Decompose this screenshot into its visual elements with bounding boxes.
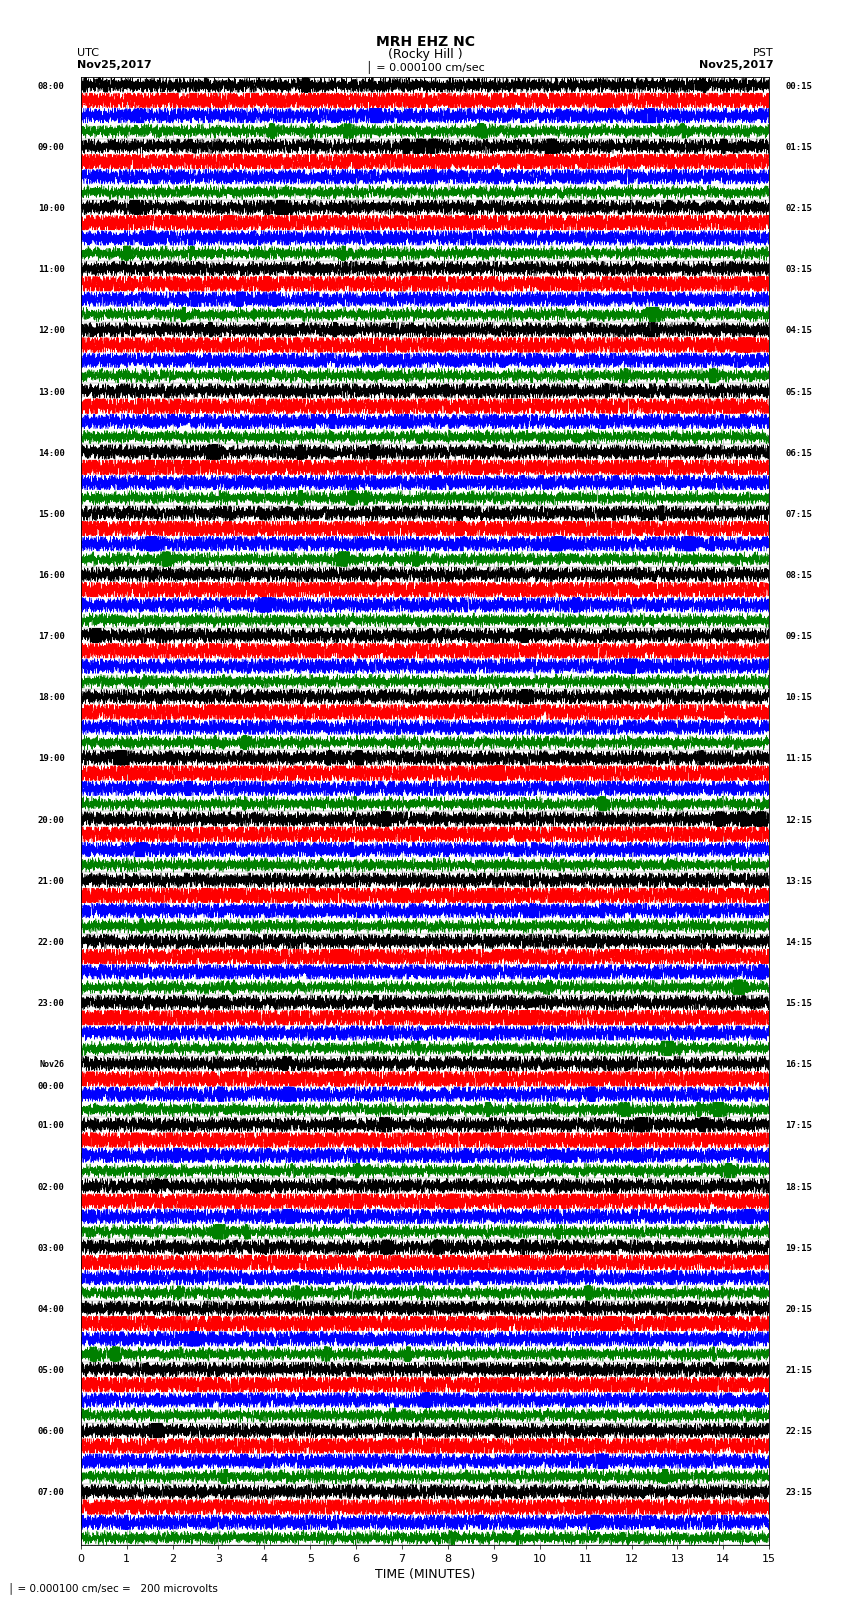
Text: MRH EHZ NC: MRH EHZ NC	[376, 35, 474, 48]
Text: 04:00: 04:00	[37, 1305, 65, 1315]
Text: 12:15: 12:15	[785, 816, 813, 824]
Text: 05:00: 05:00	[37, 1366, 65, 1374]
Text: 22:15: 22:15	[785, 1428, 813, 1436]
Text: 16:00: 16:00	[37, 571, 65, 581]
Text: 01:00: 01:00	[37, 1121, 65, 1131]
Text: Nov26: Nov26	[40, 1060, 65, 1069]
Text: 13:15: 13:15	[785, 877, 813, 886]
Text: 13:00: 13:00	[37, 387, 65, 397]
Text: 05:15: 05:15	[785, 387, 813, 397]
Text: 22:00: 22:00	[37, 937, 65, 947]
Text: 18:15: 18:15	[785, 1182, 813, 1192]
Text: 03:00: 03:00	[37, 1244, 65, 1253]
Text: 23:15: 23:15	[785, 1489, 813, 1497]
Text: 02:00: 02:00	[37, 1182, 65, 1192]
X-axis label: TIME (MINUTES): TIME (MINUTES)	[375, 1568, 475, 1581]
Text: 06:00: 06:00	[37, 1428, 65, 1436]
Text: 19:15: 19:15	[785, 1244, 813, 1253]
Text: (Rocky Hill ): (Rocky Hill )	[388, 48, 462, 61]
Text: 06:15: 06:15	[785, 448, 813, 458]
Text: 23:00: 23:00	[37, 998, 65, 1008]
Text: Nov25,2017: Nov25,2017	[699, 60, 774, 71]
Text: 10:00: 10:00	[37, 203, 65, 213]
Text: 14:15: 14:15	[785, 937, 813, 947]
Text: 20:00: 20:00	[37, 816, 65, 824]
Text: 12:00: 12:00	[37, 326, 65, 336]
Text: 02:15: 02:15	[785, 203, 813, 213]
Text: 18:00: 18:00	[37, 694, 65, 702]
Text: PST: PST	[753, 48, 774, 58]
Text: 03:15: 03:15	[785, 265, 813, 274]
Text: 21:00: 21:00	[37, 877, 65, 886]
Text: UTC: UTC	[76, 48, 99, 58]
Text: │ = 0.000100 cm/sec =   200 microvolts: │ = 0.000100 cm/sec = 200 microvolts	[8, 1582, 218, 1594]
Text: 10:15: 10:15	[785, 694, 813, 702]
Text: 17:15: 17:15	[785, 1121, 813, 1131]
Text: 17:00: 17:00	[37, 632, 65, 640]
Text: 14:00: 14:00	[37, 448, 65, 458]
Text: 00:15: 00:15	[785, 82, 813, 90]
Text: 04:15: 04:15	[785, 326, 813, 336]
Text: 20:15: 20:15	[785, 1305, 813, 1315]
Text: 00:00: 00:00	[37, 1082, 65, 1090]
Text: Nov25,2017: Nov25,2017	[76, 60, 151, 71]
Text: 15:00: 15:00	[37, 510, 65, 519]
Text: 11:15: 11:15	[785, 755, 813, 763]
Text: 07:15: 07:15	[785, 510, 813, 519]
Text: 08:00: 08:00	[37, 82, 65, 90]
Text: 15:15: 15:15	[785, 998, 813, 1008]
Text: 08:15: 08:15	[785, 571, 813, 581]
Text: 19:00: 19:00	[37, 755, 65, 763]
Text: 01:15: 01:15	[785, 144, 813, 152]
Text: 09:15: 09:15	[785, 632, 813, 640]
Text: 21:15: 21:15	[785, 1366, 813, 1374]
Text: 09:00: 09:00	[37, 144, 65, 152]
Text: 11:00: 11:00	[37, 265, 65, 274]
Text: 16:15: 16:15	[785, 1060, 813, 1069]
Text: 07:00: 07:00	[37, 1489, 65, 1497]
Text: │ = 0.000100 cm/sec: │ = 0.000100 cm/sec	[366, 60, 484, 74]
